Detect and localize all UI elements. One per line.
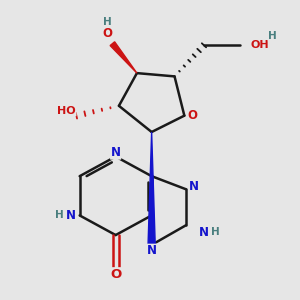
Text: N: N — [147, 244, 157, 257]
Text: N: N — [65, 209, 76, 222]
Text: N: N — [189, 180, 199, 193]
Text: H: H — [268, 31, 277, 41]
Polygon shape — [148, 132, 155, 245]
Text: H: H — [211, 227, 220, 237]
Text: N: N — [199, 226, 209, 239]
Text: OH: OH — [250, 40, 269, 50]
Polygon shape — [110, 42, 137, 73]
Text: HO: HO — [57, 106, 76, 116]
Text: O: O — [110, 268, 121, 281]
Text: H: H — [55, 210, 64, 220]
Text: O: O — [188, 109, 197, 122]
Text: N: N — [111, 146, 121, 159]
Text: H: H — [103, 17, 112, 27]
Text: O: O — [103, 27, 112, 40]
